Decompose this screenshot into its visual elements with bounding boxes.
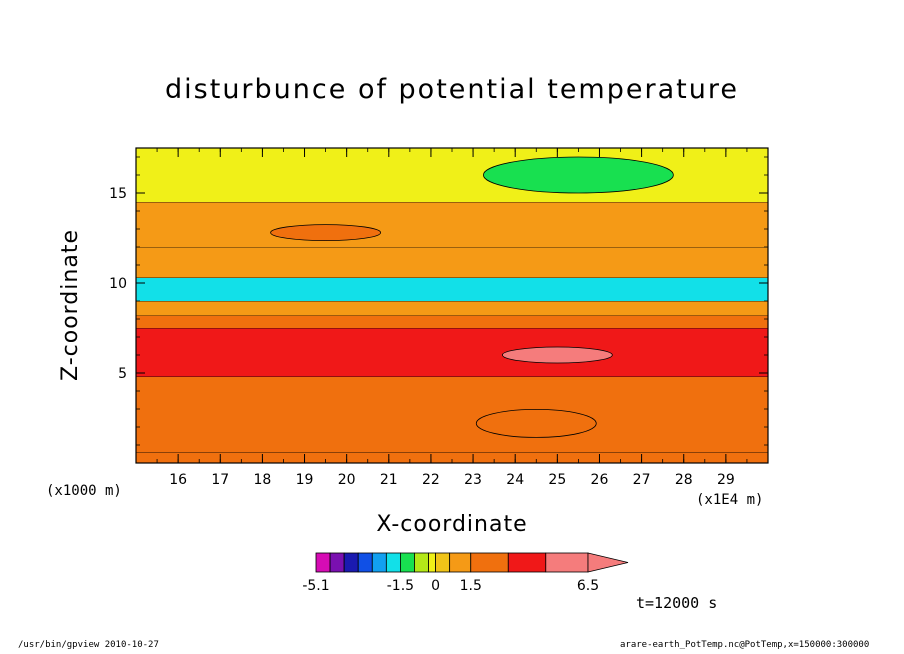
- x-tick-label-13: 29: [717, 472, 735, 488]
- y-tick-label-2: 15: [109, 186, 127, 202]
- contour-band-6: [136, 247, 768, 278]
- time-label: t=12000 s: [636, 594, 718, 612]
- contour-feature-2: [270, 224, 382, 242]
- contour-band-3: [136, 315, 768, 328]
- x-tick-label-4: 20: [338, 472, 356, 488]
- colorbar-swatch-11: [470, 552, 509, 573]
- contour-feature-3: [475, 408, 597, 438]
- contour-feature-1: [483, 156, 674, 194]
- colorbar-swatch-5: [385, 552, 401, 573]
- x-tick-label-5: 21: [380, 472, 398, 488]
- colorbar-swatch-2: [343, 552, 359, 573]
- contour-band-7: [136, 202, 768, 247]
- colorbar-swatch-0: [315, 552, 331, 573]
- x-tick-label-6: 22: [422, 472, 440, 488]
- y-axis: 5 10 15: [109, 156, 768, 446]
- x-tick-label-7: 23: [464, 472, 482, 488]
- colorbar-swatch-6: [400, 552, 415, 573]
- contour-band-0: [136, 452, 768, 463]
- contour-band-2: [136, 328, 768, 377]
- colorbar-swatch-4: [371, 552, 387, 573]
- colorbar-tick-label-1: -1.5: [387, 578, 414, 594]
- x-tick-label-10: 26: [591, 472, 609, 488]
- y-axis-label: Z-coordinate: [58, 229, 83, 381]
- colorbar-swatch-12: [507, 552, 547, 573]
- z-unit-label: (x1000 m): [46, 483, 122, 499]
- colorbar-tick-label-0: -5.1: [302, 578, 329, 594]
- colorbar-tick-label-3: 1.5: [460, 578, 482, 594]
- colorbar-swatch-10: [449, 552, 472, 573]
- x-tick-label-9: 25: [548, 472, 566, 488]
- x-tick-label-1: 17: [211, 472, 229, 488]
- x-tick-label-3: 19: [296, 472, 314, 488]
- colorbar-swatch-8: [428, 552, 436, 573]
- colorbar: -5.1 -1.5 0 1.5 6.5: [302, 552, 629, 594]
- x-axis: 16 17 18 19 20 21 22 23 24 25 26 27 28 29: [156, 148, 748, 488]
- chart-title: disturbunce of potential temperature: [165, 74, 739, 105]
- x-tick-label-2: 18: [253, 472, 271, 488]
- colorbar-swatch-9: [435, 552, 451, 573]
- x-tick-label-12: 28: [675, 472, 693, 488]
- colorbar-swatch-3: [357, 552, 373, 573]
- colorbar-swatch-13: [545, 552, 589, 573]
- x-tick-label-8: 24: [506, 472, 524, 488]
- contour-feature-0: [501, 346, 613, 364]
- y-tick-label-1: 10: [109, 276, 127, 292]
- contour-band-5: [136, 277, 768, 301]
- contour-field: [136, 148, 768, 463]
- contour-band-1: [136, 376, 768, 453]
- colorbar-swatch-1: [329, 552, 345, 573]
- footer-program: /usr/bin/gpview 2010-10-27: [18, 640, 159, 650]
- footer-source: arare-earth_PotTemp.nc@PotTemp,x=150000:…: [620, 640, 870, 650]
- x-tick-label-11: 27: [633, 472, 651, 488]
- x-tick-label-0: 16: [169, 472, 187, 488]
- colorbar-tick-label-2: 0: [431, 578, 440, 594]
- colorbar-swatch-7: [414, 552, 429, 573]
- x-axis-label: X-coordinate: [376, 512, 528, 537]
- colorbar-extension-arrow: [587, 552, 629, 573]
- contour-band-4: [136, 301, 768, 316]
- x-unit-label: (x1E4 m): [696, 492, 764, 508]
- colorbar-tick-label-4: 6.5: [577, 578, 599, 594]
- y-tick-label-0: 5: [118, 366, 127, 382]
